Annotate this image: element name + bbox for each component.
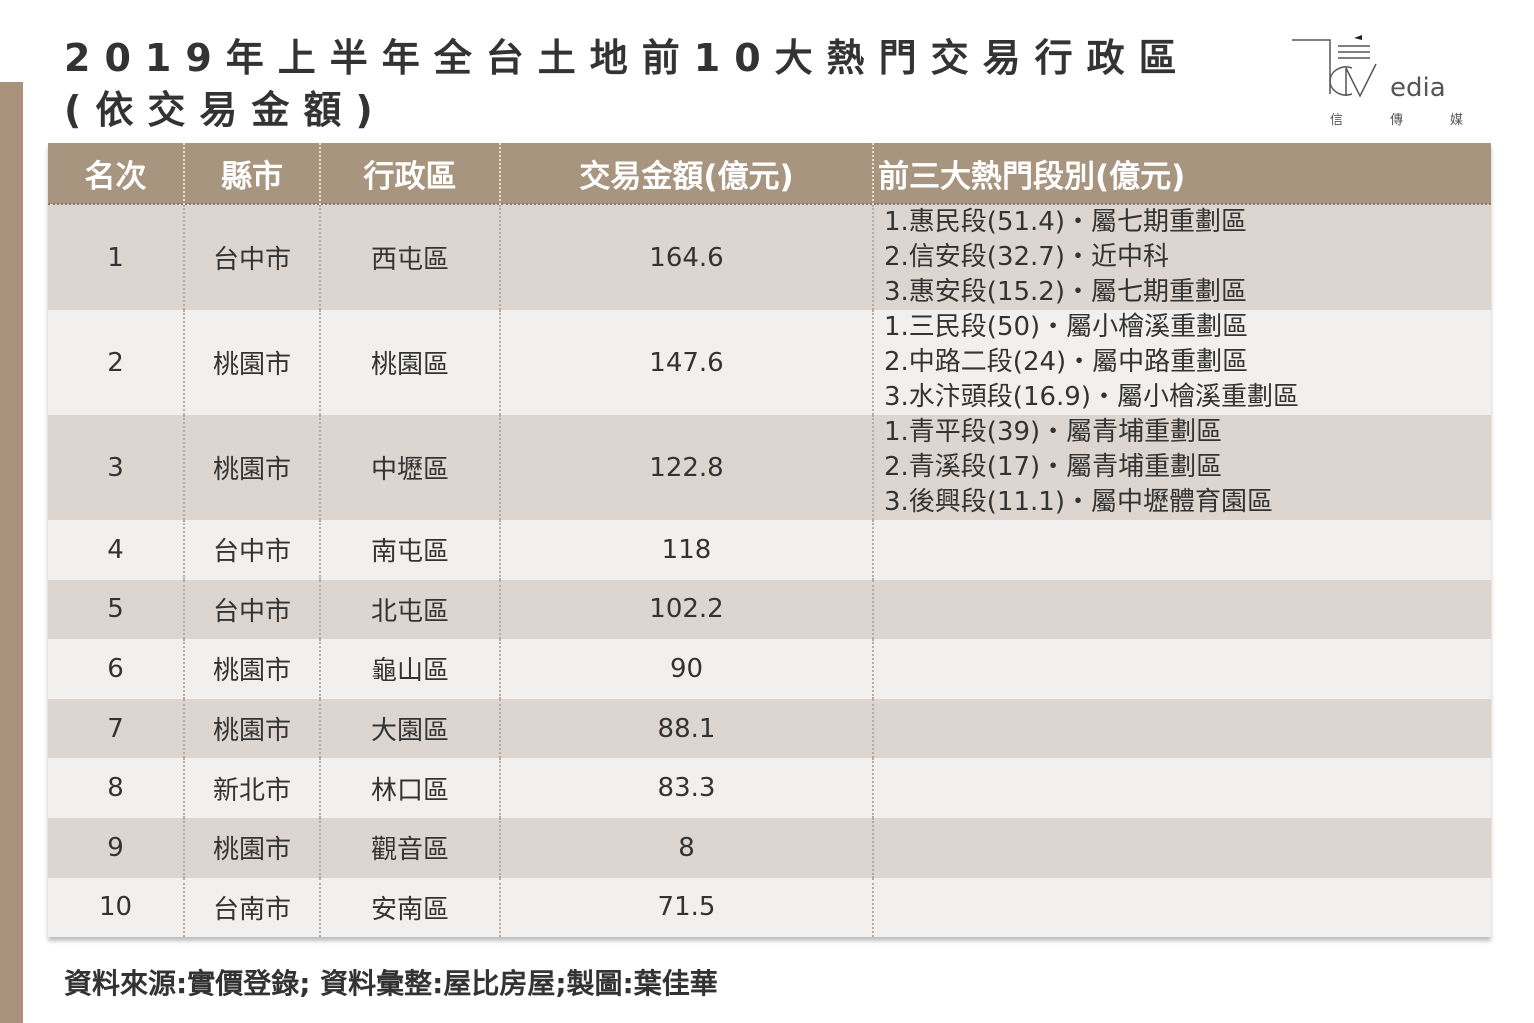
cell-city: 台中市 (184, 579, 321, 640)
cell-city: 桃園市 (184, 817, 321, 878)
cell-amount: 102.2 (500, 579, 874, 640)
cell-top3: 1.惠民段(51.4)・屬七期重劃區 2.信安段(32.7)・近中科 3.惠安段(1… (873, 203, 1491, 310)
cell-rank: 8 (48, 758, 185, 818)
svg-text:傳: 傳 (1390, 113, 1403, 128)
cell-city: 桃園市 (184, 310, 321, 415)
table-row: 2 桃園市 桃園區 147.6 1.三民段(50)・屬小檜溪重劃區 2.中路二段(24)・… (48, 310, 1491, 415)
cell-rank: 1 (48, 203, 185, 310)
cell-top3 (873, 817, 1491, 878)
cell-top3 (873, 520, 1491, 580)
title-line1: 2019年上半年全台土地前10大熱門交易行政區 (64, 36, 1191, 80)
cell-rank: 2 (48, 310, 185, 415)
cell-top3: 1.三民段(50)・屬小檜溪重劃區 2.中路二段(24)・屬中路重劃區 3.水汴頭段… (873, 310, 1491, 415)
table-row: 1 台中市 西屯區 164.6 1.惠民段(51.4)・屬七期重劃區 2.信安段(32.7… (48, 203, 1491, 310)
header-rank: 名次 (48, 143, 185, 204)
table-row: 6 桃園市 龜山區 90 (48, 639, 1491, 699)
cell-top3 (873, 758, 1491, 818)
cell-city: 台南市 (184, 877, 321, 938)
svg-text:edia: edia (1390, 73, 1446, 103)
table-row: 10 台南市 安南區 71.5 (48, 877, 1491, 938)
cell-amount: 71.5 (500, 877, 874, 938)
cell-city: 桃園市 (184, 639, 321, 699)
cell-amount: 147.6 (500, 310, 874, 415)
top3-item: 1.惠民段(51.4)・屬七期重劃區 (884, 207, 1247, 237)
cell-rank: 5 (48, 579, 185, 640)
svg-text:信: 信 (1330, 113, 1343, 128)
cell-amount: 8 (500, 817, 874, 878)
cell-amount: 88.1 (500, 698, 874, 759)
table-row: 4 台中市 南屯區 118 (48, 520, 1491, 580)
cell-district: 西屯區 (320, 203, 501, 310)
cell-rank: 6 (48, 639, 185, 699)
table-row: 8 新北市 林口區 83.3 (48, 758, 1491, 818)
cell-rank: 7 (48, 698, 185, 759)
cell-district: 林口區 (320, 758, 501, 818)
cell-amount: 90 (500, 639, 874, 699)
top3-item: 3.水汴頭段(16.9)・屬小檜溪重劃區 (884, 382, 1299, 412)
header-top3: 前三大熱門段別(億元) (873, 143, 1491, 204)
logo: edia 信 傳 媒 (1290, 34, 1470, 129)
top3-item: 2.青溪段(17)・屬青埔重劃區 (884, 452, 1223, 482)
cell-top3 (873, 877, 1491, 938)
table-row: 9 桃園市 觀音區 8 (48, 817, 1491, 878)
header-city: 縣市 (184, 143, 321, 204)
cell-amount: 122.8 (500, 415, 874, 520)
top3-item: 3.後興段(11.1)・屬中壢體育園區 (884, 487, 1273, 517)
cell-amount: 164.6 (500, 203, 874, 310)
cell-top3 (873, 639, 1491, 699)
cell-amount: 83.3 (500, 758, 874, 818)
cell-city: 桃園市 (184, 698, 321, 759)
cell-rank: 10 (48, 877, 185, 938)
cell-top3: 1.青平段(39)・屬青埔重劃區 2.青溪段(17)・屬青埔重劃區 3.後興段(11… (873, 415, 1491, 520)
cell-amount: 118 (500, 520, 874, 580)
top3-item: 3.惠安段(15.2)・屬七期重劃區 (884, 277, 1247, 307)
top3-item: 1.青平段(39)・屬青埔重劃區 (884, 417, 1223, 447)
cell-district: 龜山區 (320, 639, 501, 699)
table-row: 7 桃園市 大園區 88.1 (48, 698, 1491, 759)
title-line2: (依交易金額) (64, 88, 387, 132)
top3-item: 1.三民段(50)・屬小檜溪重劃區 (884, 312, 1249, 342)
top3-item: 2.中路二段(24)・屬中路重劃區 (884, 347, 1249, 377)
cell-district: 桃園區 (320, 310, 501, 415)
source-footer: 資料來源:實價登錄; 資料彙整:屋比房屋;製圖:葉佳華 (64, 967, 718, 1000)
cell-top3 (873, 698, 1491, 759)
table-row: 3 桃園市 中壢區 122.8 1.青平段(39)・屬青埔重劃區 2.青溪段(17)・屬青… (48, 415, 1491, 520)
table-row: 5 台中市 北屯區 102.2 (48, 579, 1491, 640)
cell-top3 (873, 579, 1491, 640)
top3-item: 2.信安段(32.7)・近中科 (884, 242, 1169, 272)
cell-city: 桃園市 (184, 415, 321, 520)
side-accent-bar (0, 82, 23, 1023)
cell-rank: 3 (48, 415, 185, 520)
header-district: 行政區 (320, 143, 501, 204)
cell-city: 台中市 (184, 520, 321, 580)
cell-district: 中壢區 (320, 415, 501, 520)
cell-rank: 4 (48, 520, 185, 580)
ranking-table: 名次 縣市 行政區 交易金額(億元) 前三大熱門段別(億元) 1 台中市 西屯區 16… (48, 143, 1491, 938)
cell-district: 安南區 (320, 877, 501, 938)
svg-text:媒: 媒 (1450, 113, 1463, 128)
cell-city: 台中市 (184, 203, 321, 310)
table-header-row: 名次 縣市 行政區 交易金額(億元) 前三大熱門段別(億元) (48, 143, 1491, 204)
cell-city: 新北市 (184, 758, 321, 818)
cell-district: 北屯區 (320, 579, 501, 640)
cell-district: 南屯區 (320, 520, 501, 580)
cell-district: 大園區 (320, 698, 501, 759)
cell-district: 觀音區 (320, 817, 501, 878)
header-amount: 交易金額(億元) (500, 143, 874, 204)
page-title: 2019年上半年全台土地前10大熱門交易行政區 (依交易金額) (64, 32, 1191, 136)
cell-rank: 9 (48, 817, 185, 878)
